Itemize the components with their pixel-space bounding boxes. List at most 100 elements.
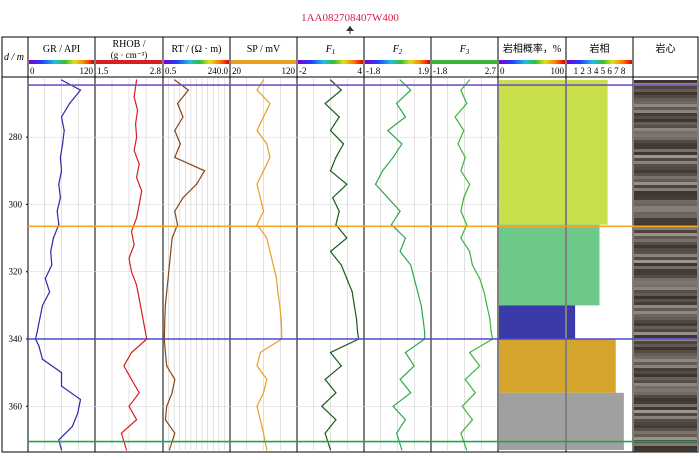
series-4-point-2 xyxy=(324,102,326,105)
core-band-82 xyxy=(634,326,697,329)
series-4-point-25 xyxy=(321,405,323,407)
prob-interval-0 xyxy=(499,80,565,225)
core-band-53 xyxy=(634,239,697,242)
chart-title: 1AA082708407W400 xyxy=(301,12,399,24)
core-band-90 xyxy=(634,350,697,353)
series-3-point-23 xyxy=(266,378,268,380)
core-band-24 xyxy=(634,152,697,155)
series-0-point-11 xyxy=(58,224,60,226)
series-3-point-7 xyxy=(262,170,265,172)
scale-max-rt: 240.0 xyxy=(208,66,229,76)
core-band-48 xyxy=(634,224,697,227)
series-5-point-19 xyxy=(424,331,426,333)
series-4-point-4 xyxy=(329,129,332,132)
series-2-point-15 xyxy=(167,277,169,280)
series-1-point-8 xyxy=(141,190,143,192)
series-2-point-21 xyxy=(164,351,166,354)
prob-interval-4 xyxy=(499,392,565,450)
core-band-123 xyxy=(634,449,697,452)
series-1-point-2 xyxy=(137,109,139,111)
series-3 xyxy=(256,79,283,451)
core-band-109 xyxy=(634,407,697,410)
series-4-point-5 xyxy=(342,143,345,145)
series-0-point-14 xyxy=(51,264,53,266)
series-1-point-11 xyxy=(130,230,133,232)
core-band-72 xyxy=(634,296,697,299)
series-5-point-3 xyxy=(404,116,406,118)
header-f1: F1 xyxy=(325,44,336,56)
series-3-point-28 xyxy=(266,449,268,451)
series-4-point-17 xyxy=(353,304,355,306)
prob-interval-3 xyxy=(499,339,565,393)
series-6-point-27 xyxy=(460,432,462,434)
facies-interval-2 xyxy=(567,305,576,339)
core-band-12 xyxy=(634,116,697,119)
series-0-point-21 xyxy=(38,345,40,347)
series-2-point-10 xyxy=(174,210,176,212)
depth-tick-360: 360 xyxy=(9,401,23,411)
series-2-point-19 xyxy=(163,331,166,333)
depth-tick-280: 280 xyxy=(9,132,23,142)
series-1-point-9 xyxy=(138,203,140,206)
core-band-50 xyxy=(634,230,697,233)
series-2-point-11 xyxy=(176,224,179,226)
series-5-point-21 xyxy=(404,351,406,354)
series-5-point-9 xyxy=(387,197,389,199)
core-band-108 xyxy=(634,404,697,407)
series-4-point-18 xyxy=(355,318,358,320)
core-band-87 xyxy=(634,341,697,344)
series-1-point-14 xyxy=(130,271,133,273)
series-1-point-10 xyxy=(136,217,138,219)
series-1 xyxy=(120,79,148,451)
header-prob: 岩相概率，% xyxy=(503,42,561,55)
series-0-point-19 xyxy=(36,331,38,333)
core-band-51 xyxy=(634,233,697,236)
scale-ticks-facies: 1 2 3 4 5 6 7 8 xyxy=(574,66,626,76)
core-band-119 xyxy=(634,437,697,440)
core-band-75 xyxy=(634,305,697,308)
core-band-122 xyxy=(634,446,697,449)
series-1-point-26 xyxy=(120,432,122,434)
scale-max-sp: 120 xyxy=(282,66,296,76)
series-6-point-4 xyxy=(463,129,465,132)
core-band-13 xyxy=(634,119,697,122)
series-4-point-7 xyxy=(329,170,332,172)
series-6-point-15 xyxy=(479,277,481,280)
core-band-40 xyxy=(634,200,697,203)
series-1-point-24 xyxy=(128,405,130,407)
scale-min-f1: -2 xyxy=(299,66,307,76)
core-band-106 xyxy=(634,398,697,401)
scale-min-prob: 0 xyxy=(500,66,505,76)
scale-max-f2: 1.9 xyxy=(418,66,430,76)
series-2-point-6 xyxy=(174,156,176,158)
series-4-point-26 xyxy=(335,419,337,421)
core-band-76 xyxy=(634,308,697,311)
core-band-60 xyxy=(634,260,697,263)
series-0-point-6 xyxy=(59,156,62,158)
header-core: 岩心 xyxy=(656,42,676,55)
series-0-point-22 xyxy=(41,358,44,360)
facies-interval-1 xyxy=(567,224,600,306)
core-band-38 xyxy=(634,194,697,197)
series-2-point-9 xyxy=(182,197,184,199)
series-0-point-3 xyxy=(60,116,63,118)
header-facies: 岩相 xyxy=(590,42,610,55)
series-2-point-22 xyxy=(166,365,168,367)
core-band-114 xyxy=(634,422,697,425)
series-0-point-0 xyxy=(60,79,63,81)
core-band-102 xyxy=(634,386,697,389)
core-band-57 xyxy=(634,251,697,254)
core-band-2 xyxy=(634,86,697,89)
series-0-point-29 xyxy=(60,449,63,451)
series-0-point-23 xyxy=(60,372,63,374)
series-1-point-5 xyxy=(133,150,135,152)
series-1-point-6 xyxy=(138,163,140,165)
core-band-110 xyxy=(634,410,697,413)
series-6-point-1 xyxy=(460,89,462,91)
scale-min-rt: 0.5 xyxy=(165,66,177,76)
series-5-point-17 xyxy=(420,304,422,306)
series-4-point-6 xyxy=(335,156,337,158)
series-5-point-15 xyxy=(413,277,415,280)
series-5-point-5 xyxy=(401,143,403,145)
